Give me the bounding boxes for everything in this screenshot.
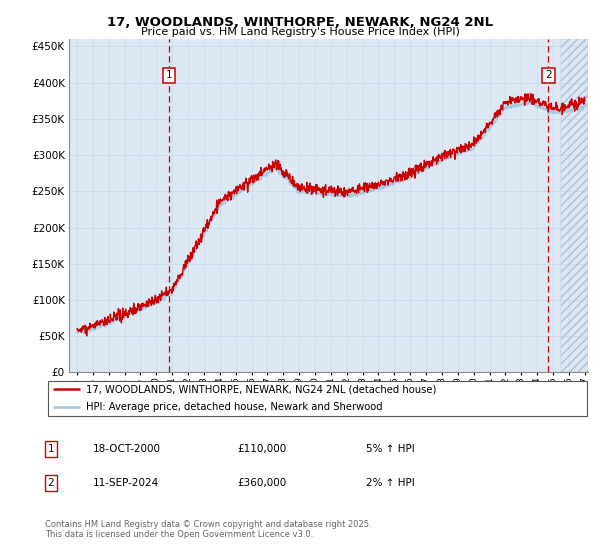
Text: £360,000: £360,000 — [237, 478, 286, 488]
Text: 1: 1 — [166, 71, 172, 81]
FancyBboxPatch shape — [48, 381, 587, 416]
Text: Contains HM Land Registry data © Crown copyright and database right 2025.
This d: Contains HM Land Registry data © Crown c… — [45, 520, 371, 539]
Text: 2: 2 — [545, 71, 551, 81]
Text: HPI: Average price, detached house, Newark and Sherwood: HPI: Average price, detached house, Newa… — [86, 402, 383, 412]
Text: 1: 1 — [47, 444, 55, 454]
Text: 18-OCT-2000: 18-OCT-2000 — [93, 444, 161, 454]
Text: £110,000: £110,000 — [237, 444, 286, 454]
Text: 17, WOODLANDS, WINTHORPE, NEWARK, NG24 2NL (detached house): 17, WOODLANDS, WINTHORPE, NEWARK, NG24 2… — [86, 384, 436, 394]
Text: 17, WOODLANDS, WINTHORPE, NEWARK, NG24 2NL: 17, WOODLANDS, WINTHORPE, NEWARK, NG24 2… — [107, 16, 493, 29]
Text: 2% ↑ HPI: 2% ↑ HPI — [366, 478, 415, 488]
Text: Price paid vs. HM Land Registry's House Price Index (HPI): Price paid vs. HM Land Registry's House … — [140, 27, 460, 37]
Text: 5% ↑ HPI: 5% ↑ HPI — [366, 444, 415, 454]
Text: 2: 2 — [47, 478, 55, 488]
Text: 11-SEP-2024: 11-SEP-2024 — [93, 478, 159, 488]
